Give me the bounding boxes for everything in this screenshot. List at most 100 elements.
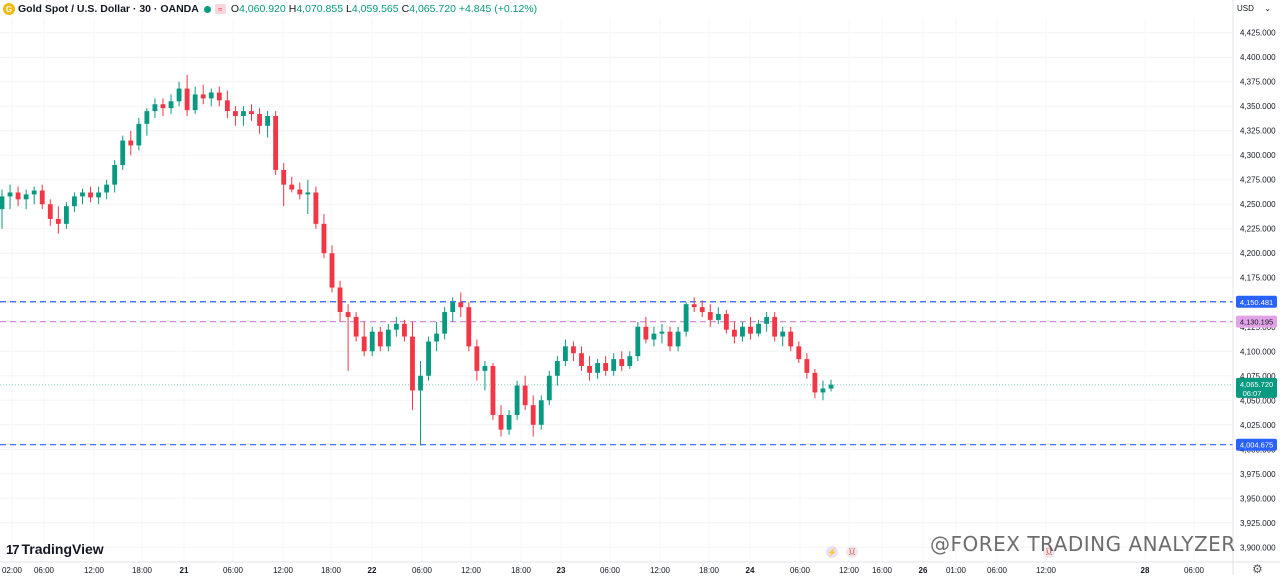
legend-bar: G Gold Spot / U.S. Dollar · 30 · OANDA ≈… bbox=[0, 0, 540, 18]
x-tick-label: 18:00 bbox=[699, 566, 720, 575]
candle-body bbox=[241, 111, 246, 117]
x-tick-label: 18:00 bbox=[511, 566, 532, 575]
candle-body bbox=[514, 385, 520, 415]
level-label-bg bbox=[1236, 438, 1277, 451]
candle-body bbox=[780, 331, 786, 337]
y-tick-label: 4,250.000 bbox=[1240, 200, 1276, 209]
candle-body bbox=[208, 92, 214, 99]
bar-countdown: 06:07 bbox=[1243, 389, 1262, 398]
price-labels: 4,150.481 4,130.195 4,004.675 4,065.72006:0… bbox=[1236, 295, 1277, 451]
candle-body bbox=[120, 140, 126, 166]
candle-body bbox=[23, 194, 29, 200]
candle-body bbox=[273, 116, 279, 170]
candle-body bbox=[200, 94, 206, 99]
settings-gear-icon[interactable]: ⚙ bbox=[1252, 562, 1263, 576]
y-tick-label: 4,325.000 bbox=[1240, 127, 1276, 136]
candle-body bbox=[546, 375, 552, 401]
us-flag-event-icon[interactable]: 🇺 bbox=[846, 546, 858, 558]
candle-body bbox=[812, 372, 818, 393]
x-tick-label: 12:00 bbox=[650, 566, 671, 575]
candle-body bbox=[675, 331, 681, 347]
gold-coin-icon: G bbox=[3, 3, 15, 15]
time-axis[interactable]: 02:00 06:00 12:00 18:00 21 06:00 12:00 18:00 22 0… bbox=[0, 561, 1280, 575]
candle-body bbox=[160, 104, 166, 109]
candle-body bbox=[667, 331, 673, 347]
candle-body bbox=[249, 111, 254, 115]
x-tick-label: 12:00 bbox=[1036, 566, 1057, 575]
high-value: 4,070.855 bbox=[296, 3, 344, 15]
y-tick-label: 4,300.000 bbox=[1240, 151, 1276, 160]
x-tick-label: 18:00 bbox=[132, 566, 153, 575]
us-flag-event-icon-2[interactable]: 🇺 bbox=[1043, 546, 1055, 558]
x-tick-label: 26 bbox=[919, 566, 928, 575]
candle-body bbox=[538, 400, 544, 425]
y-tick-label: 4,400.000 bbox=[1240, 53, 1276, 62]
candle-body bbox=[321, 223, 327, 254]
candle-body bbox=[587, 365, 592, 373]
y-tick-label: 4,200.000 bbox=[1240, 249, 1276, 258]
y-tick-label: 4,375.000 bbox=[1240, 78, 1276, 87]
y-tick-label: 4,050.000 bbox=[1240, 396, 1276, 405]
level-label: 4,004.675 bbox=[1240, 441, 1273, 450]
x-tick-label: 18:00 bbox=[321, 566, 342, 575]
candle-body bbox=[184, 88, 190, 111]
candle-body bbox=[458, 302, 464, 308]
open-label: O bbox=[230, 3, 240, 15]
level-label-bg bbox=[1236, 295, 1277, 308]
candle-body bbox=[683, 304, 689, 332]
current-price-label-bg bbox=[1236, 377, 1277, 398]
candle-body bbox=[506, 414, 512, 430]
candle-body bbox=[820, 388, 826, 393]
candle-body bbox=[699, 307, 705, 313]
candle-body bbox=[337, 287, 343, 313]
change-value: +4.845 (+0.12%) bbox=[458, 3, 538, 15]
x-tick-label: 12:00 bbox=[84, 566, 105, 575]
candle-body bbox=[345, 312, 351, 317]
y-tick-label: 4,225.000 bbox=[1240, 225, 1276, 234]
price-axis[interactable]: 4,425.000 4,400.000 4,375.000 4,350.000 4,32… bbox=[1232, 0, 1276, 575]
candle-body bbox=[104, 184, 110, 193]
candle-body bbox=[643, 326, 649, 340]
candle-body bbox=[707, 312, 713, 320]
candle-body bbox=[434, 333, 440, 342]
x-tick-label: 06:00 bbox=[1184, 566, 1205, 575]
candle-body bbox=[281, 169, 287, 185]
candle-body bbox=[128, 140, 134, 146]
candle-body bbox=[804, 359, 810, 373]
compare-icon[interactable]: ≈ bbox=[214, 4, 226, 14]
candle-body bbox=[772, 316, 778, 337]
tradingview-logo[interactable]: 17 TradingView bbox=[6, 541, 104, 557]
y-tick-label: 3,900.000 bbox=[1240, 543, 1276, 552]
candle-body bbox=[192, 94, 198, 111]
candle-body bbox=[329, 253, 335, 288]
y-tick-label: 3,975.000 bbox=[1240, 470, 1276, 479]
x-tick-label: 06:00 bbox=[412, 566, 433, 575]
candle-body bbox=[530, 405, 536, 425]
y-tick-label: 4,175.000 bbox=[1240, 274, 1276, 283]
x-tick-label: 01:00 bbox=[946, 566, 967, 575]
candle-body bbox=[748, 326, 753, 334]
close-label: C bbox=[401, 3, 410, 15]
candle-body bbox=[7, 192, 13, 197]
x-tick-label: 22 bbox=[368, 566, 377, 575]
candle-body bbox=[796, 346, 802, 360]
lightning-event-icon[interactable]: ⚡ bbox=[826, 546, 838, 558]
level-label: 4,130.195 bbox=[1240, 318, 1273, 327]
x-tick-label: 23 bbox=[557, 566, 566, 575]
symbol-title[interactable]: Gold Spot / U.S. Dollar · 30 · OANDA bbox=[18, 3, 199, 15]
candle-body bbox=[39, 190, 45, 205]
y-tick-label: 4,100.000 bbox=[1240, 347, 1276, 356]
level-label: 4,150.481 bbox=[1240, 298, 1273, 307]
candle-body bbox=[788, 331, 794, 347]
candle-body bbox=[562, 346, 568, 362]
candle-body bbox=[571, 346, 576, 354]
candle-body bbox=[740, 326, 745, 337]
candle-body bbox=[450, 302, 456, 313]
candle-body bbox=[0, 196, 5, 210]
y-tick-label: 4,025.000 bbox=[1240, 421, 1276, 430]
low-label: L bbox=[346, 3, 352, 15]
chevron-down-icon: ⌄ bbox=[1264, 4, 1271, 13]
x-tick-label: 24 bbox=[746, 566, 755, 575]
currency-selector[interactable]: USD ⌄ bbox=[1233, 1, 1275, 16]
